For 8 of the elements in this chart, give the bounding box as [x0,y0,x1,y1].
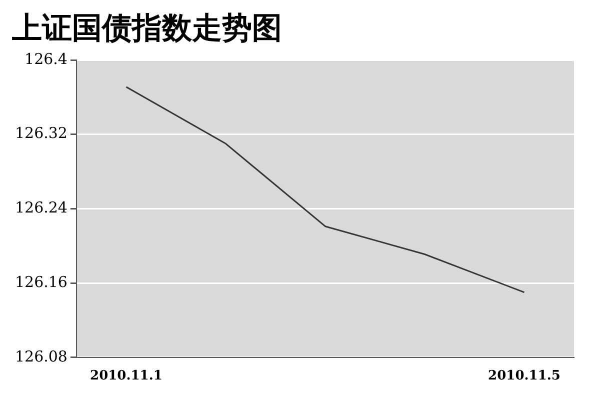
y-tick-label: 126.08 [14,347,68,366]
x-tick-label: 2010.11.1 [90,368,162,384]
y-tick-label: 126.16 [14,272,68,291]
y-tick-label: 126.24 [14,198,68,217]
y-tick-label: 126.4 [24,50,68,68]
x-tick-label: 2010.11.5 [488,368,560,384]
chart-title: 上证国债指数走势图 [11,10,282,46]
y-tick-label: 126.32 [14,124,68,142]
